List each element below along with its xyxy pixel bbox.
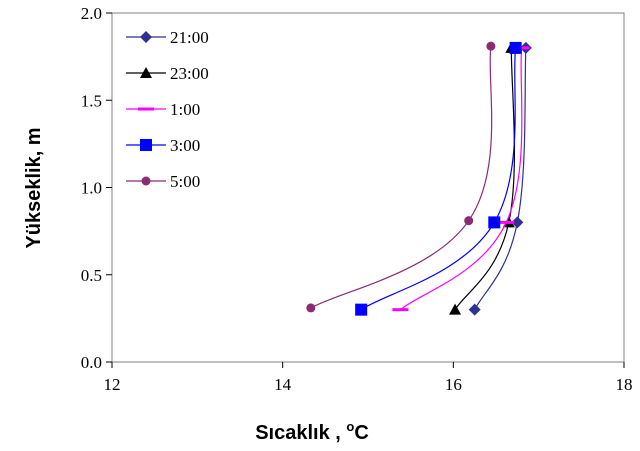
legend-marker-500 <box>141 176 151 186</box>
x-tick-label-1: 14 <box>274 375 292 394</box>
y-tick-label-1: 0.5 <box>81 266 102 285</box>
x-axis-title: Sıcaklık , oC <box>255 419 369 444</box>
x-tick-label-0: 12 <box>104 375 121 394</box>
point-2100-1 <box>511 216 524 229</box>
point-300-0 <box>355 303 368 316</box>
point-100-0 <box>392 308 409 312</box>
plot-area <box>111 12 625 363</box>
y-tick-label-4: 2.0 <box>81 4 102 23</box>
series-line-2300 <box>454 47 516 310</box>
legend-label-100: 1:00 <box>170 100 200 119</box>
point-500-1 <box>464 216 474 226</box>
series-300 <box>355 41 522 316</box>
legend-marker-300 <box>140 139 152 151</box>
point-2100-0 <box>468 303 481 316</box>
point-300-1 <box>488 216 501 229</box>
x-axis-unit: C <box>354 422 368 444</box>
point-100-1 <box>498 220 515 224</box>
y-axis-title: Yükseklik, m <box>23 127 45 248</box>
axes: 12 14 16 18 0.0 0.5 1.0 1.5 2.0 <box>81 4 633 394</box>
point-2300-0 <box>449 303 462 315</box>
legend: 21:00 23:00 1:00 3:00 5:00 <box>126 28 209 191</box>
legend-label-300: 3:00 <box>170 136 200 155</box>
legend-marker-100 <box>138 107 154 111</box>
y-tick-label-2: 1.0 <box>81 179 102 198</box>
series-layer <box>306 41 532 316</box>
x-tick-label-3: 18 <box>616 375 633 394</box>
y-tick-label-3: 1.5 <box>81 91 102 110</box>
legend-label-2100: 21:00 <box>170 28 209 47</box>
point-300-2 <box>509 41 522 54</box>
y-tick-label-0: 0.0 <box>81 353 102 372</box>
x-tick-label-2: 16 <box>445 375 462 394</box>
legend-marker-2300 <box>140 67 152 78</box>
series-line-2100 <box>474 47 527 310</box>
x-axis-unit-superscript: o <box>346 419 354 434</box>
point-500-2 <box>486 41 496 51</box>
legend-label-2300: 23:00 <box>170 64 209 83</box>
series-500 <box>306 41 496 313</box>
legend-marker-2100 <box>140 31 152 43</box>
point-500-0 <box>306 303 316 313</box>
legend-label-500: 5:00 <box>170 172 200 191</box>
